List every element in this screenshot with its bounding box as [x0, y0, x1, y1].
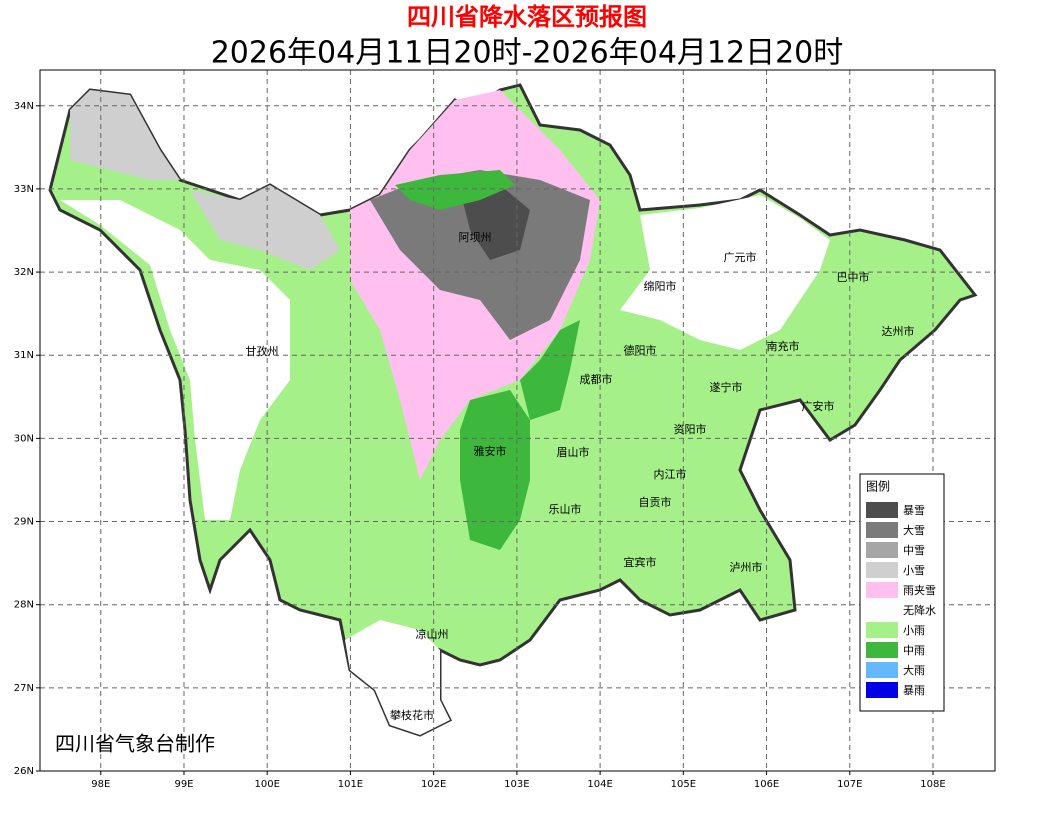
city-label: 成都市 — [580, 372, 613, 386]
y-tick-label: 30N — [14, 433, 34, 444]
no-precip-south — [345, 620, 450, 735]
legend-label: 大雨 — [903, 663, 925, 677]
legend-label: 大雪 — [903, 523, 925, 537]
city-label: 乐山市 — [549, 502, 582, 516]
legend-label: 无降水 — [903, 603, 936, 617]
city-label: 攀枝花市 — [390, 708, 434, 722]
y-tick-label: 33N — [14, 184, 34, 195]
legend-label: 中雨 — [903, 644, 925, 657]
y-tick-label: 28N — [14, 600, 34, 611]
y-tick-label: 32N — [14, 267, 34, 278]
snow-heavy — [370, 170, 590, 340]
y-tick-label: 31N — [14, 350, 34, 361]
city-label: 凉山州 — [416, 627, 449, 641]
x-tick-label: 103E — [504, 779, 529, 790]
legend-label: 小雪 — [903, 564, 925, 577]
city-label: 巴中市 — [837, 270, 870, 284]
y-tick-label: 27N — [14, 683, 34, 694]
city-label: 甘孜州 — [246, 344, 279, 358]
legend-label: 暴雪 — [903, 504, 925, 517]
city-label: 绵阳市 — [644, 279, 677, 293]
city-label: 眉山市 — [557, 445, 590, 459]
city-label: 德阳市 — [624, 343, 657, 357]
snow-northwest — [70, 90, 180, 180]
y-tick-label: 26N — [14, 766, 34, 777]
no-precip-west — [60, 200, 290, 520]
frame — [39, 69, 996, 772]
city-label: 资阳市 — [674, 422, 707, 436]
y-tick-label: 34N — [14, 101, 34, 112]
rain-moderate-chengdu — [520, 320, 580, 420]
x-tick-label: 100E — [254, 779, 279, 790]
rain-moderate — [395, 170, 515, 210]
legend-label: 中雪 — [903, 544, 925, 557]
city-label: 内江市 — [654, 467, 687, 481]
x-tick-label: 98E — [91, 779, 110, 790]
map-shapes — [48, 83, 978, 737]
x-tick-label: 99E — [174, 779, 193, 790]
legend-swatch — [866, 682, 898, 698]
city-label: 泸州市 — [730, 560, 763, 574]
city-label: 达州市 — [882, 324, 915, 338]
city-label: 广元市 — [724, 250, 757, 264]
city-label: 雅安市 — [474, 444, 507, 458]
legend-swatch — [866, 622, 898, 638]
x-tick-label: 105E — [671, 779, 696, 790]
city-label: 阿坝州 — [459, 230, 492, 244]
legend-label: 雨夹雪 — [903, 584, 936, 597]
city-label: 南充市 — [767, 339, 800, 353]
snow-band — [190, 185, 340, 270]
legend-label: 暴雨 — [903, 684, 925, 697]
credit: 四川省气象台制作 — [55, 732, 215, 756]
legend-swatch — [865, 601, 899, 619]
rain-moderate-yaan — [460, 390, 530, 550]
x-tick-label: 107E — [837, 779, 862, 790]
snow-extreme — [460, 185, 530, 260]
city-label: 遂宁市 — [710, 380, 743, 394]
x-tick-label: 101E — [338, 779, 363, 790]
legend-swatch — [866, 562, 898, 578]
x-tick-label: 108E — [920, 779, 945, 790]
x-tick-label: 106E — [754, 779, 779, 790]
x-tick-label: 102E — [421, 779, 446, 790]
legend-swatch — [866, 642, 898, 658]
legend-swatch — [866, 542, 898, 558]
y-tick-label: 29N — [14, 517, 34, 528]
legend-label: 小雨 — [903, 624, 925, 637]
legend-swatch — [866, 662, 898, 678]
city-label: 宜宾市 — [624, 555, 657, 569]
legend-title: 图例 — [866, 480, 890, 494]
city-label: 自贡市 — [639, 495, 672, 509]
legend-swatch — [866, 502, 898, 518]
x-tick-label: 104E — [587, 779, 612, 790]
title: 四川省降水落区预报图 — [407, 3, 647, 31]
legend-swatch — [866, 522, 898, 538]
legend-swatch — [866, 582, 898, 598]
city-label: 广安市 — [802, 399, 835, 413]
subtitle: 2026年04月11日20时-2026年04月12日20时 — [211, 36, 844, 71]
